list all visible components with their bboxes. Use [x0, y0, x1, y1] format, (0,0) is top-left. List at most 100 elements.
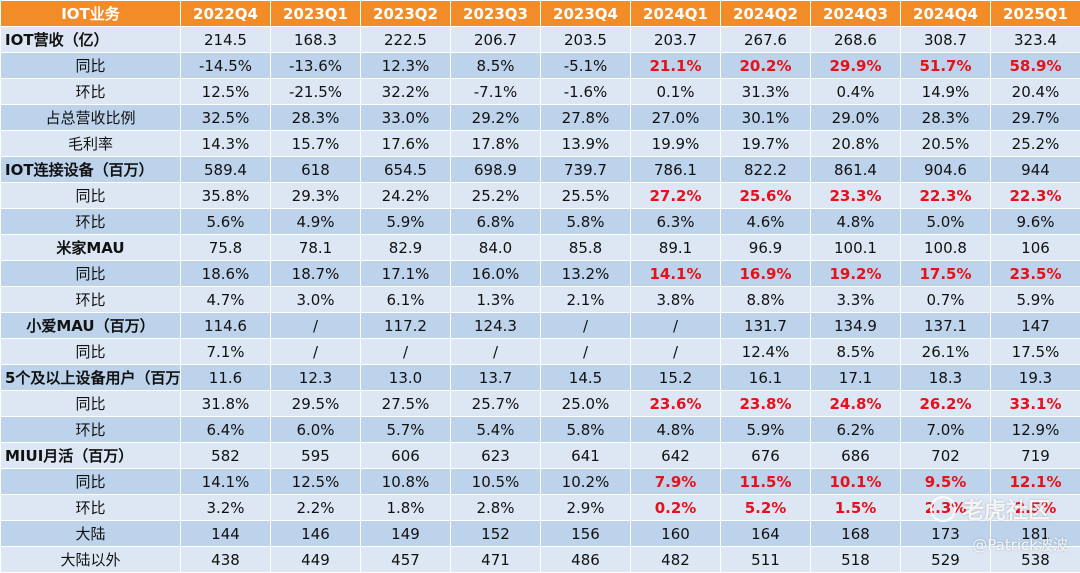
table-cell: 308.7 — [901, 27, 991, 53]
table-cell: 641 — [541, 443, 631, 469]
table-cell: / — [631, 313, 721, 339]
table-cell: 719 — [991, 443, 1080, 469]
table-cell: 96.9 — [721, 235, 811, 261]
table-cell: 124.3 — [451, 313, 541, 339]
table-cell: 29.0% — [811, 105, 901, 131]
table-cell: 20.4% — [991, 79, 1080, 105]
table-cell: 4.6% — [721, 209, 811, 235]
table-cell: 582 — [181, 443, 271, 469]
table-cell: 5.4% — [451, 417, 541, 443]
table-cell: 22.3% — [991, 183, 1080, 209]
table-cell: 27.0% — [631, 105, 721, 131]
table-cell: 12.4% — [721, 339, 811, 365]
row-label: IOT营收（亿） — [1, 27, 181, 53]
table-cell: 13.2% — [541, 261, 631, 287]
row-label: MIUI月活（百万） — [1, 443, 181, 469]
table-cell: 5.8% — [541, 209, 631, 235]
table-cell: 7.9% — [631, 469, 721, 495]
row-label: 5个及以上设备用户（百万） — [1, 365, 181, 391]
table-cell: 156 — [541, 521, 631, 547]
table-cell: 23.6% — [631, 391, 721, 417]
table-cell: 3.8% — [631, 287, 721, 313]
row-label: 占总营收比例 — [1, 105, 181, 131]
header-cell-quarter: 2024Q4 — [901, 1, 991, 27]
table-cell: 106 — [991, 235, 1080, 261]
table-cell: 214.5 — [181, 27, 271, 53]
table-cell: 160 — [631, 521, 721, 547]
table-cell: 2.1% — [541, 287, 631, 313]
table-cell: 17.8% — [451, 131, 541, 157]
table-cell: 642 — [631, 443, 721, 469]
table-cell: 698.9 — [451, 157, 541, 183]
table-cell: 11.5% — [721, 469, 811, 495]
row-label: 小爱MAU（百万） — [1, 313, 181, 339]
table-cell: 9.6% — [991, 209, 1080, 235]
table-cell: 19.2% — [811, 261, 901, 287]
row-label: 大陆以外 — [1, 547, 181, 573]
table-cell: 4.8% — [631, 417, 721, 443]
table-cell: 16.0% — [451, 261, 541, 287]
table-cell: 75.8 — [181, 235, 271, 261]
row-label: 毛利率 — [1, 131, 181, 157]
table-cell: 20.2% — [721, 53, 811, 79]
table-cell: 5.7% — [361, 417, 451, 443]
table-cell: 14.1% — [181, 469, 271, 495]
table-cell: 152 — [451, 521, 541, 547]
table-cell: 3.2% — [181, 495, 271, 521]
table-cell: 17.6% — [361, 131, 451, 157]
table-cell: 10.8% — [361, 469, 451, 495]
table-cell: 17.1% — [361, 261, 451, 287]
table-cell: 618 — [271, 157, 361, 183]
table-cell: 10.5% — [451, 469, 541, 495]
table-cell: 2.2% — [271, 495, 361, 521]
table-cell: 438 — [181, 547, 271, 573]
table-cell: 529 — [901, 547, 991, 573]
table-cell: -21.5% — [271, 79, 361, 105]
header-cell-quarter: 2023Q4 — [541, 1, 631, 27]
table-cell: 134.9 — [811, 313, 901, 339]
table-cell: 33.0% — [361, 105, 451, 131]
table-cell: 28.3% — [271, 105, 361, 131]
table-cell: 8.8% — [721, 287, 811, 313]
table-cell: 24.8% — [811, 391, 901, 417]
table-cell: 29.3% — [271, 183, 361, 209]
table-cell: 29.2% — [451, 105, 541, 131]
table-cell: 0.2% — [631, 495, 721, 521]
table-row: 同比-14.5%-13.6%12.3%8.5%-5.1%21.1%20.2%29… — [1, 53, 1080, 79]
row-label: 同比 — [1, 469, 181, 495]
table-cell: 24.2% — [361, 183, 451, 209]
table-cell: 10.2% — [541, 469, 631, 495]
table-cell: 786.1 — [631, 157, 721, 183]
table-cell: 29.9% — [811, 53, 901, 79]
table-cell: 654.5 — [361, 157, 451, 183]
table-cell: 23.3% — [811, 183, 901, 209]
table-cell: 33.1% — [991, 391, 1080, 417]
table-cell: 486 — [541, 547, 631, 573]
table-cell: 20.5% — [901, 131, 991, 157]
table-cell: 114.6 — [181, 313, 271, 339]
table-cell: 25.5% — [541, 183, 631, 209]
table-cell: 2.3% — [901, 495, 991, 521]
table-cell: 861.4 — [811, 157, 901, 183]
table-cell: 27.8% — [541, 105, 631, 131]
table-cell: 6.2% — [811, 417, 901, 443]
table-cell: 144 — [181, 521, 271, 547]
table-cell: 137.1 — [901, 313, 991, 339]
table-cell: 28.3% — [901, 105, 991, 131]
table-cell: 17.5% — [901, 261, 991, 287]
table-cell: 23.5% — [991, 261, 1080, 287]
table-cell: 25.6% — [721, 183, 811, 209]
table-cell: 25.7% — [451, 391, 541, 417]
table-cell: 739.7 — [541, 157, 631, 183]
table-cell: 203.7 — [631, 27, 721, 53]
